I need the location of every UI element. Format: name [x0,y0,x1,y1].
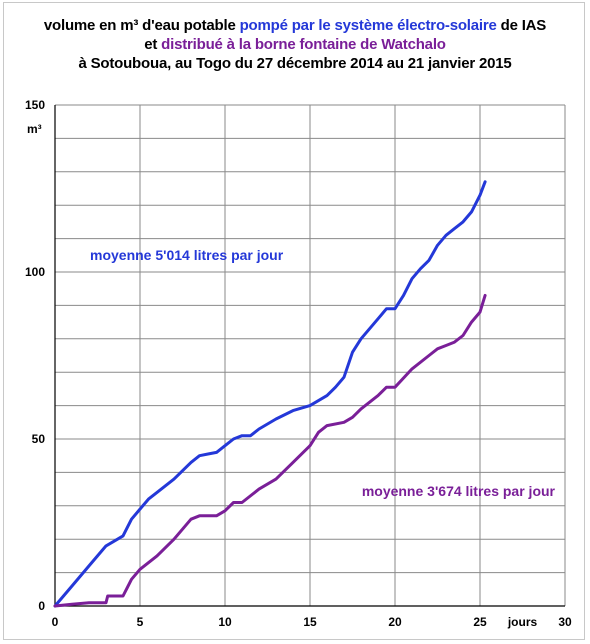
series-line-distributed [53,293,487,608]
x-tick-label: 20 [388,615,402,629]
title-line-1-start: volume en m³ d'eau potable [43,17,240,34]
title-line-1: volume en m³ d'eau potable pompé par le … [0,16,590,35]
average-distributed-label: moyenne 3'674 litres par jour [362,483,556,499]
series-line-pumped [53,180,487,608]
chart-title: volume en m³ d'eau potable pompé par le … [0,16,590,73]
x-tick-label: 25 [473,615,487,629]
y-tick-label: 50 [32,432,46,446]
title-line-1-end: de IAS [496,17,547,34]
x-tick-label: 30 [558,615,572,629]
y-tick-label: 0 [38,599,45,613]
chart-frame [3,2,585,640]
x-tick-label: 15 [303,615,317,629]
y-tick-label: 100 [25,265,45,279]
x-tick-label: 0 [52,615,59,629]
average-pumped-label: moyenne 5'014 litres par jour [90,247,284,263]
x-tick-label: 5 [137,615,144,629]
x-tick-label: 10 [218,615,232,629]
x-axis-label: jours [507,615,538,629]
title-distributed-text: distribué à la borne fontaine de Watchal… [161,36,446,53]
title-line-2-start: et [144,36,162,53]
y-axis-label: m³ [27,122,42,136]
y-tick-label: 150 [25,98,45,112]
title-line-3: à Sotouboua, au Togo du 27 décembre 2014… [78,55,512,72]
title-pumped-text: pompé par le système électro-solaire [239,17,497,34]
title-line-2: et distribué à la borne fontaine de Watc… [0,35,590,54]
